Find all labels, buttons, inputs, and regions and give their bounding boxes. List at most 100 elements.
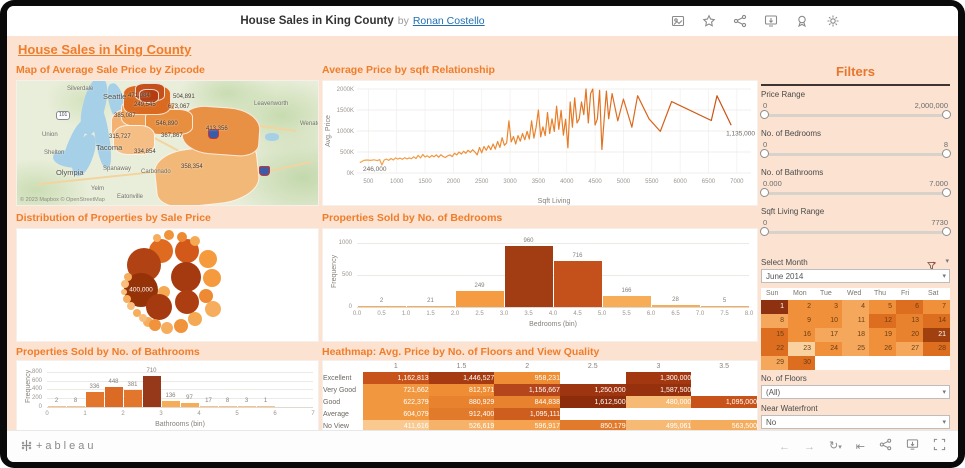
calendar-day[interactable]: 30: [788, 356, 815, 370]
calendar-day[interactable]: 29: [761, 356, 788, 370]
calendar-day[interactable]: 9: [788, 314, 815, 328]
heatmap-cell[interactable]: 812,571: [429, 384, 495, 396]
floors-view-heatmap[interactable]: 11.522.533.5Excellent1,162,8131,446,5279…: [322, 360, 758, 431]
bubble-mark[interactable]: [139, 314, 147, 322]
bubble-mark[interactable]: [171, 262, 201, 292]
bubble-mark[interactable]: [164, 230, 174, 240]
bathrooms-histogram[interactable]: 0200400600800283364483817101369717831012…: [16, 360, 319, 431]
heatmap-cell[interactable]: 912,400: [429, 408, 495, 420]
bubble-mark[interactable]: [199, 250, 217, 268]
slider-track[interactable]: [761, 231, 950, 234]
heatmap-cell[interactable]: 1,095,111: [494, 408, 560, 420]
calendar-day[interactable]: 13: [896, 314, 923, 328]
bubble-mark[interactable]: [149, 319, 161, 331]
calendar-day[interactable]: 10: [815, 314, 842, 328]
calendar-day[interactable]: 18: [842, 328, 869, 342]
calendar-day[interactable]: 5: [869, 300, 896, 314]
heatmap-cell[interactable]: 1,162,813: [363, 372, 429, 384]
heatmap-cell[interactable]: 880,929: [429, 396, 495, 408]
heatmap-cell[interactable]: 721,662: [363, 384, 429, 396]
slider-track[interactable]: [761, 153, 950, 156]
fullscreen-icon[interactable]: [933, 438, 946, 456]
bedrooms-histogram[interactable]: 050010002212499607161662850.00.51.01.52.…: [322, 228, 758, 342]
histogram-bar[interactable]: [143, 376, 161, 407]
calendar-day[interactable]: 11: [842, 314, 869, 328]
bubble-mark[interactable]: [188, 312, 202, 326]
heatmap-cell[interactable]: 1,250,000: [560, 384, 626, 396]
bubble-mark[interactable]: [174, 319, 188, 333]
calendar-day[interactable]: 12: [869, 314, 896, 328]
bubble-chart[interactable]: 400,000: [16, 228, 319, 342]
histogram-bar[interactable]: [124, 390, 142, 407]
histogram-bar[interactable]: [86, 392, 104, 407]
bubble-mark[interactable]: [177, 232, 187, 242]
slider-handle-right[interactable]: [942, 149, 951, 158]
histogram-bar[interactable]: [603, 296, 651, 307]
replay-icon[interactable]: ↻▾: [829, 437, 842, 457]
bubble-mark[interactable]: [175, 290, 199, 314]
calendar-day[interactable]: 28: [923, 342, 950, 356]
calendar-day[interactable]: 2: [788, 300, 815, 314]
favorite-star-icon[interactable]: [702, 14, 716, 28]
share-icon[interactable]: [879, 438, 892, 456]
heatmap-cell[interactable]: 1,300,000: [626, 372, 692, 384]
download-icon[interactable]: [906, 438, 919, 456]
calendar-day[interactable]: 4: [842, 300, 869, 314]
calendar-day[interactable]: 19: [869, 328, 896, 342]
calendar-day[interactable]: 16: [788, 328, 815, 342]
calendar-day[interactable]: 17: [815, 328, 842, 342]
bubble-mark[interactable]: [153, 234, 161, 242]
map-choropleth[interactable]: 101 SilverdaleSeattleUnionSheltonOlympia…: [16, 80, 319, 206]
heatmap-cell[interactable]: 1,156,667: [494, 384, 560, 396]
floors-dropdown[interactable]: (All)▾: [761, 385, 950, 399]
share-icon[interactable]: [733, 14, 747, 28]
slider-handle-right[interactable]: [942, 110, 951, 119]
slider-handle-left[interactable]: [760, 149, 769, 158]
histogram-bar[interactable]: [505, 246, 553, 307]
calendar-day[interactable]: 7: [923, 300, 950, 314]
slider-track[interactable]: [761, 192, 950, 195]
bubble-mark[interactable]: [121, 280, 129, 288]
calendar-day[interactable]: 1: [761, 300, 788, 314]
waterfront-dropdown[interactable]: No▾: [761, 415, 950, 429]
heatmap-cell[interactable]: 480,000: [626, 396, 692, 408]
slider-handle-right[interactable]: [942, 227, 951, 236]
calendar-day[interactable]: 6: [896, 300, 923, 314]
calendar-day[interactable]: 8: [761, 314, 788, 328]
calendar-day[interactable]: 26: [869, 342, 896, 356]
price-sqft-line[interactable]: [360, 89, 731, 165]
revert-icon[interactable]: ⇤: [856, 438, 865, 456]
calendar-day[interactable]: 25: [842, 342, 869, 356]
calendar-day[interactable]: 24: [815, 342, 842, 356]
calendar-day[interactable]: 15: [761, 328, 788, 342]
badge-icon[interactable]: [795, 14, 809, 28]
bubble-mark[interactable]: [190, 236, 200, 246]
views-icon[interactable]: [671, 14, 685, 28]
undo-icon[interactable]: ←: [779, 438, 790, 456]
heatmap-cell[interactable]: 1,446,527: [429, 372, 495, 384]
calendar-day[interactable]: 27: [896, 342, 923, 356]
line-chart[interactable]: 5001000150020002500300035004000450050005…: [322, 80, 758, 206]
bubble-mark[interactable]: [203, 269, 221, 287]
calendar-day[interactable]: 23: [788, 342, 815, 356]
calendar-day[interactable]: 22: [761, 342, 788, 356]
histogram-bar[interactable]: [456, 291, 504, 307]
calendar-day[interactable]: 20: [896, 328, 923, 342]
heatmap-cell[interactable]: 604,079: [363, 408, 429, 420]
slider-handle-left[interactable]: [760, 188, 769, 197]
calendar-day[interactable]: 3: [815, 300, 842, 314]
slider-handle-left[interactable]: [760, 227, 769, 236]
bubble-mark[interactable]: [146, 294, 172, 320]
calendar-day[interactable]: 21: [923, 328, 950, 342]
heatmap-cell[interactable]: 844,838: [494, 396, 560, 408]
settings-icon[interactable]: [826, 14, 840, 28]
histogram-bar[interactable]: [554, 261, 602, 307]
histogram-bar[interactable]: [105, 387, 123, 407]
map-attribution[interactable]: © 2023 Mapbox © OpenStreetMap: [20, 197, 105, 203]
download-icon[interactable]: [764, 14, 778, 28]
heatmap-cell[interactable]: 1,587,500: [626, 384, 692, 396]
select-month-dropdown[interactable]: June 2014▾: [761, 269, 950, 283]
heatmap-cell[interactable]: 1,612,500: [560, 396, 626, 408]
author-link[interactable]: Ronan Costello: [413, 15, 485, 27]
calendar-day[interactable]: 14: [923, 314, 950, 328]
